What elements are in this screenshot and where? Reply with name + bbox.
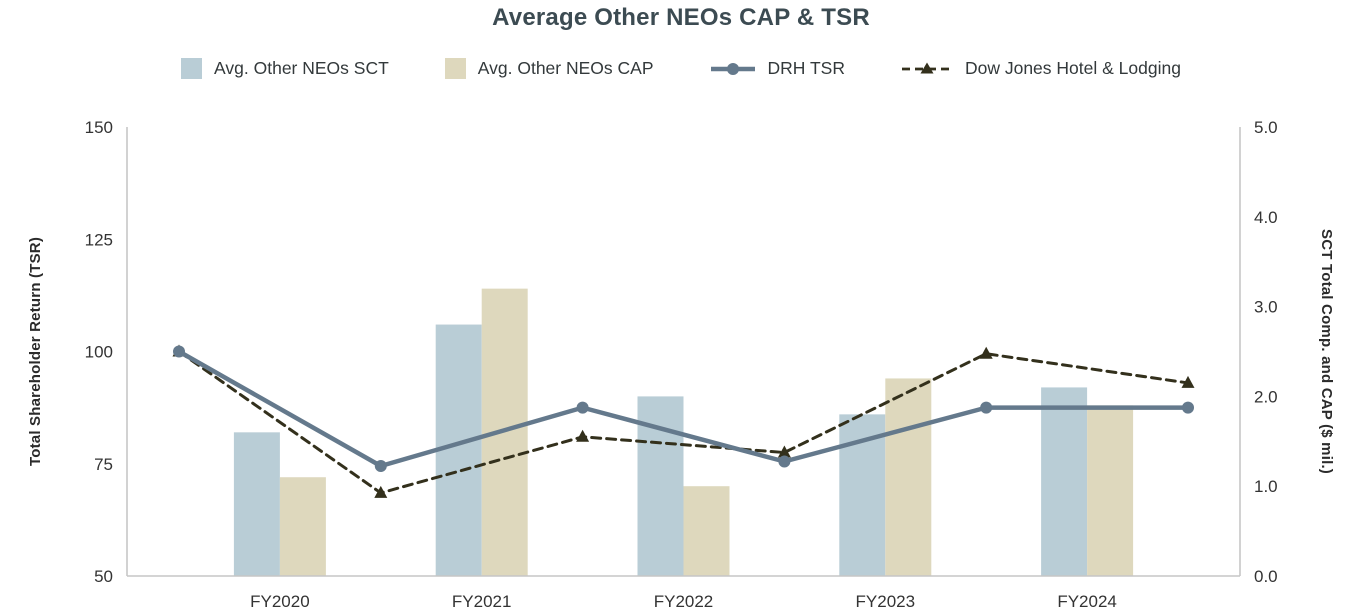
bar-cap-fy2023 bbox=[885, 378, 932, 576]
chart-legend: Avg. Other NEOs SCT Avg. Other NEOs CAP … bbox=[0, 58, 1362, 79]
x-axis-label: FY2023 bbox=[856, 592, 916, 611]
cap-bar-swatch-icon bbox=[444, 58, 466, 79]
x-axis-label: FY2024 bbox=[1057, 592, 1117, 611]
left-axis-tick-label: 125 bbox=[85, 230, 113, 249]
dow-jones-hotel-lodging-marker bbox=[979, 346, 993, 359]
right-axis-tick-label: 5.0 bbox=[1254, 118, 1278, 137]
dow-jones-dashed-swatch-icon bbox=[901, 61, 953, 77]
left-axis-tick-label: 75 bbox=[94, 455, 113, 474]
sct-bar-swatch-icon bbox=[181, 58, 203, 79]
right-axis-tick-label: 1.0 bbox=[1254, 477, 1278, 496]
left-axis-tick-label: 50 bbox=[94, 567, 113, 586]
drh-tsr-line bbox=[176, 349, 1191, 469]
left-axis-tick-label: 150 bbox=[85, 118, 113, 137]
legend-label-drh-tsr: DRH TSR bbox=[767, 58, 845, 78]
bar-sct-fy2021 bbox=[435, 324, 482, 576]
bar-cap-fy2022 bbox=[683, 486, 730, 576]
legend-item-sct: Avg. Other NEOs SCT bbox=[181, 58, 389, 79]
right-axis-tick-label: 2.0 bbox=[1254, 387, 1278, 406]
x-axis-label: FY2020 bbox=[250, 592, 310, 611]
left-axis-tick-label: 100 bbox=[85, 343, 113, 362]
x-axis-label: FY2021 bbox=[452, 592, 512, 611]
drh-tsr-marker bbox=[778, 455, 791, 468]
dow-jones-hotel-lodging-marker bbox=[576, 429, 590, 442]
dow-jones-hotel-lodging-line bbox=[177, 350, 1190, 495]
chart-title: Average Other NEOs CAP & TSR bbox=[492, 4, 870, 31]
dow-jones-hotel-lodging-marker bbox=[1181, 375, 1195, 388]
legend-label-dow-jones: Dow Jones Hotel & Lodging bbox=[964, 58, 1181, 78]
right-axis-title: SCT Total Comp. and CAP ($ mil.) bbox=[1318, 229, 1335, 474]
dow-jones-hotel-lodging-marker bbox=[374, 485, 388, 498]
dow-jones-hotel-lodging-marker bbox=[777, 445, 791, 458]
drh-tsr-marker bbox=[173, 345, 185, 358]
drh-tsr-marker bbox=[1182, 401, 1194, 414]
x-axis-label: FY2022 bbox=[654, 592, 714, 611]
left-axis-title: Total Shareholder Return (TSR) bbox=[27, 237, 44, 466]
drh-tsr-marker bbox=[374, 459, 387, 472]
right-axis-tick-label: 4.0 bbox=[1254, 208, 1278, 227]
legend-label-sct: Avg. Other NEOs SCT bbox=[214, 58, 389, 78]
drh-tsr-marker bbox=[576, 401, 589, 414]
legend-item-dow-jones: Dow Jones Hotel & Lodging bbox=[901, 58, 1181, 79]
right-axis-tick-label: 3.0 bbox=[1254, 298, 1278, 317]
bar-cap-fy2024 bbox=[1087, 405, 1134, 576]
bar-sct-fy2020 bbox=[233, 432, 280, 576]
legend-item-cap: Avg. Other NEOs CAP bbox=[444, 58, 654, 79]
legend-item-drh-tsr: DRH TSR bbox=[710, 58, 845, 79]
bar-cap-fy2020 bbox=[279, 477, 326, 576]
right-axis-tick-label: 0.0 bbox=[1254, 567, 1278, 586]
legend-label-cap: Avg. Other NEOs CAP bbox=[477, 58, 654, 78]
bar-sct-fy2024 bbox=[1041, 387, 1088, 576]
drh-tsr-marker bbox=[980, 401, 993, 414]
drh-tsr-line-swatch-icon bbox=[710, 61, 756, 77]
